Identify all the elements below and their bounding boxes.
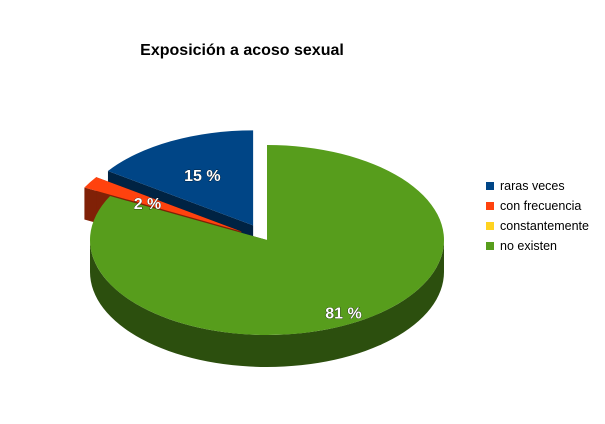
legend-item-con-frecuencia: con frecuencia <box>486 196 589 216</box>
legend-swatch <box>486 222 494 230</box>
legend-label: no existen <box>500 239 557 253</box>
slice-con-frecuencia <box>84 177 242 232</box>
data-label-no-existen: 81 % <box>325 306 361 323</box>
legend-item-constantemente: constantemente <box>486 216 589 236</box>
legend: raras veces con frecuencia constantemente n… <box>486 176 589 256</box>
chart-title: Exposición a acoso sexual <box>140 42 344 59</box>
slice-raras-veces <box>107 130 254 226</box>
legend-swatch <box>486 182 494 190</box>
data-label-con-frecuencia: 2 % <box>134 196 162 213</box>
slice-no-existen <box>90 145 445 336</box>
legend-label: constantemente <box>500 219 589 233</box>
legend-swatch <box>486 202 494 210</box>
legend-item-no-existen: no existen <box>486 236 589 256</box>
legend-item-raras-veces: raras veces <box>486 176 589 196</box>
data-label-raras-veces: 15 % <box>184 168 220 185</box>
legend-label: raras veces <box>500 179 565 193</box>
legend-swatch <box>486 242 494 250</box>
legend-label: con frecuencia <box>500 199 582 213</box>
slice-no-existen-rim-0 <box>90 240 444 367</box>
